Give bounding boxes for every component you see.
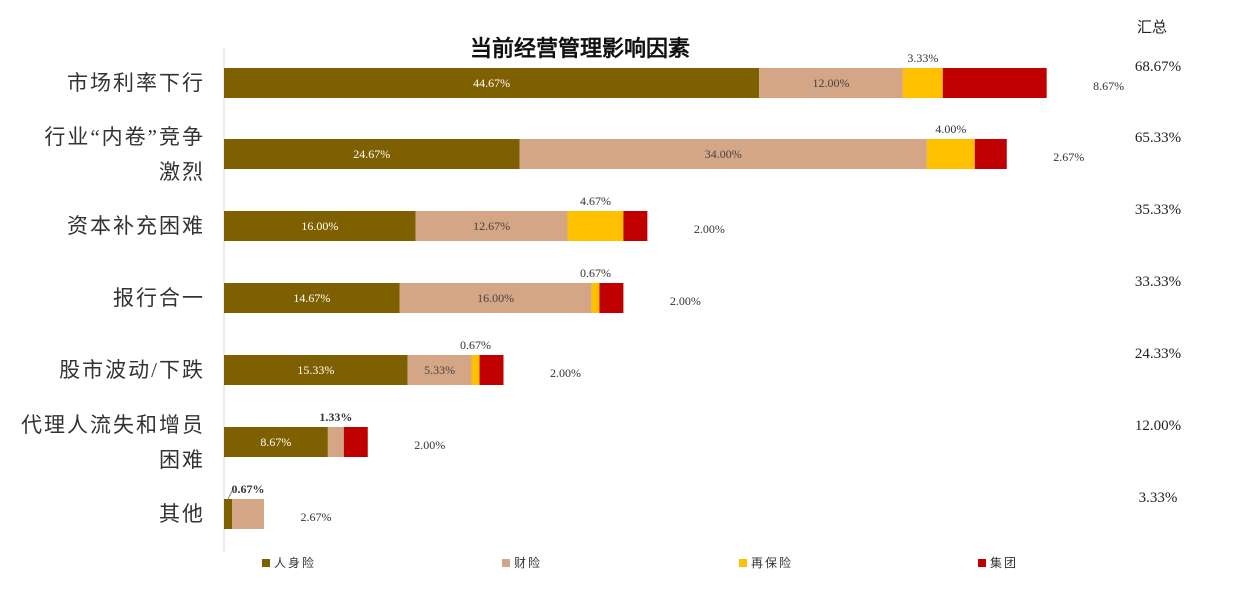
bar-segment-3 bbox=[942, 68, 1047, 98]
bar-segment-1 bbox=[399, 283, 592, 313]
bar-segment-0 bbox=[224, 499, 233, 529]
category-label: 困难 bbox=[159, 448, 205, 472]
data-label: 5.33% bbox=[424, 363, 455, 377]
data-label: 2.67% bbox=[301, 510, 332, 524]
bar-segment-2 bbox=[926, 139, 975, 169]
total-label: 35.33% bbox=[1135, 202, 1181, 218]
data-label: 15.33% bbox=[297, 363, 334, 377]
category-label: 激烈 bbox=[159, 160, 205, 184]
bar-segment-0 bbox=[224, 211, 416, 241]
data-label: 8.67% bbox=[260, 435, 291, 449]
category-label: 报行合一 bbox=[113, 286, 205, 310]
bar-segment-0 bbox=[224, 427, 328, 457]
bar-segment-0 bbox=[224, 283, 400, 313]
data-label: 2.67% bbox=[1053, 150, 1084, 164]
data-label: 2.00% bbox=[414, 438, 445, 452]
data-label: 3.33% bbox=[907, 51, 938, 65]
total-label: 68.67% bbox=[1135, 59, 1181, 75]
bar-segment-2 bbox=[902, 68, 943, 98]
legend-label: 再保险 bbox=[751, 555, 793, 570]
bar-segment-1 bbox=[415, 211, 568, 241]
chart-title: 当前经营管理影响因素 bbox=[470, 36, 690, 61]
data-label: 1.33% bbox=[319, 410, 352, 424]
data-label: 44.67% bbox=[473, 76, 510, 90]
legend-label: 财险 bbox=[514, 555, 542, 570]
total-label: 3.33% bbox=[1139, 490, 1178, 506]
data-label: 12.00% bbox=[813, 76, 850, 90]
category-label: 其他 bbox=[159, 502, 205, 526]
data-label: 14.67% bbox=[293, 291, 330, 305]
bar-segment-2 bbox=[567, 211, 624, 241]
total-label: 33.33% bbox=[1135, 274, 1181, 290]
data-label: 16.00% bbox=[477, 291, 514, 305]
data-label: 8.67% bbox=[1093, 79, 1124, 93]
data-label: 0.67% bbox=[232, 482, 265, 496]
data-label: 4.00% bbox=[935, 122, 966, 136]
bar-segment-2 bbox=[591, 283, 600, 313]
legend-swatch bbox=[502, 559, 510, 567]
total-header: 汇总 bbox=[1137, 19, 1167, 36]
legend-swatch bbox=[739, 559, 747, 567]
data-label: 4.67% bbox=[580, 194, 611, 208]
bar-segment-0 bbox=[224, 139, 520, 169]
data-label: 12.67% bbox=[473, 219, 510, 233]
total-label: 65.33% bbox=[1135, 130, 1181, 146]
data-label: 0.67% bbox=[580, 266, 611, 280]
bar-segment-3 bbox=[599, 283, 624, 313]
bar-segment-3 bbox=[479, 355, 504, 385]
legend-label: 集团 bbox=[990, 555, 1018, 570]
legend-label: 人身险 bbox=[274, 555, 316, 570]
bar-segment-0 bbox=[224, 68, 760, 98]
category-label: 股市波动/下跌 bbox=[59, 358, 205, 382]
category-label: 市场利率下行 bbox=[67, 71, 205, 95]
data-label: 2.00% bbox=[670, 294, 701, 308]
data-label: 24.67% bbox=[353, 147, 390, 161]
data-label: 34.00% bbox=[705, 147, 742, 161]
bar-segment-1 bbox=[407, 355, 472, 385]
bar-segment-2 bbox=[471, 355, 480, 385]
bar-segment-1 bbox=[519, 139, 927, 169]
bar-segment-3 bbox=[974, 139, 1007, 169]
legend-swatch bbox=[978, 559, 986, 567]
category-label: 代理人流失和增员 bbox=[21, 413, 205, 437]
data-label: 2.00% bbox=[694, 222, 725, 236]
data-label: 2.00% bbox=[550, 366, 581, 380]
bar-segment-3 bbox=[343, 427, 368, 457]
legend-swatch bbox=[262, 559, 270, 567]
category-label: 资本补充困难 bbox=[67, 214, 205, 238]
leader-line bbox=[227, 490, 237, 500]
bar-segment-1 bbox=[759, 68, 903, 98]
data-label: 16.00% bbox=[301, 219, 338, 233]
total-label: 12.00% bbox=[1135, 418, 1181, 434]
bar-segment-3 bbox=[623, 211, 648, 241]
data-label: 0.67% bbox=[460, 338, 491, 352]
bar-segment-1 bbox=[327, 427, 344, 457]
bar-segment-1 bbox=[232, 499, 265, 529]
total-label: 24.33% bbox=[1135, 346, 1181, 362]
category-label: 行业“内卷”竞争 bbox=[44, 125, 205, 149]
bar-segment-0 bbox=[224, 355, 408, 385]
